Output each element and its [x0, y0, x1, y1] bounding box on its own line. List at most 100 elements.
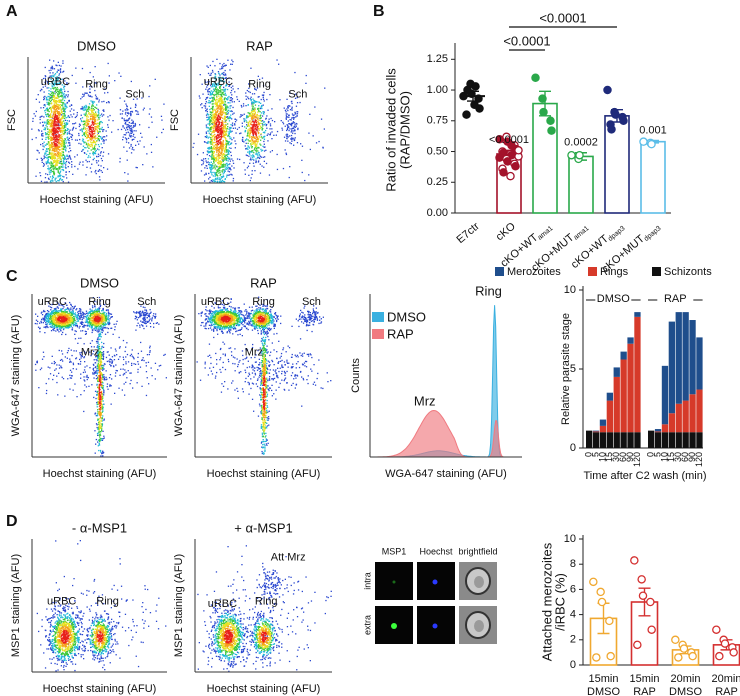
- event-dot: [55, 330, 57, 332]
- event-dot: [50, 171, 52, 174]
- event-dot: [222, 147, 224, 149]
- plot-title: RAP: [246, 38, 273, 53]
- event-dot: [297, 128, 299, 131]
- event-dot: [56, 76, 58, 78]
- event-dot: [232, 88, 234, 90]
- event-dot: [210, 90, 212, 92]
- event-dot: [70, 377, 73, 379]
- event-dot: [283, 136, 286, 138]
- event-dot: [248, 132, 250, 134]
- event-dot: [218, 142, 220, 144]
- event-dot: [94, 171, 96, 173]
- event-dot: [52, 95, 54, 97]
- event-dot: [58, 82, 60, 84]
- event-dot: [94, 153, 97, 155]
- event-dot: [58, 175, 60, 177]
- event-dot: [52, 157, 54, 159]
- event-dot: [248, 128, 250, 130]
- event-dot: [215, 86, 217, 88]
- event-dot: [62, 328, 65, 331]
- event-dot: [106, 102, 108, 104]
- event-dot: [247, 112, 249, 114]
- event-dot: [228, 168, 230, 170]
- event-dot: [220, 111, 223, 113]
- event-dot: [283, 107, 285, 109]
- event-dot: [55, 121, 57, 123]
- event-dot: [64, 302, 66, 304]
- event-dot: [102, 327, 104, 329]
- event-dot: [59, 174, 61, 177]
- event-dot: [256, 157, 259, 159]
- event-dot: [154, 78, 156, 80]
- event-dot: [54, 119, 57, 121]
- event-dot: [95, 116, 97, 119]
- event-dot: [60, 101, 62, 103]
- event-dot: [46, 148, 48, 150]
- event-dot: [51, 127, 54, 129]
- event-dot: [210, 114, 213, 116]
- event-dot: [61, 96, 63, 98]
- event-dot: [212, 98, 214, 100]
- event-dot: [89, 152, 91, 155]
- event-dot: [212, 150, 214, 152]
- event-dot: [232, 85, 234, 87]
- event-dot: [263, 146, 265, 148]
- event-dot: [129, 112, 131, 114]
- event-dot: [47, 137, 49, 139]
- event-dot: [56, 155, 58, 157]
- event-dot: [60, 179, 63, 181]
- event-dot: [89, 109, 91, 111]
- event-dot: [46, 157, 48, 159]
- event-dot: [220, 109, 222, 111]
- event-dot: [222, 67, 224, 69]
- event-dot: [46, 312, 48, 315]
- event-dot: [56, 117, 58, 119]
- event-dot: [68, 120, 70, 122]
- event-dot: [96, 401, 98, 404]
- event-dot: [258, 135, 260, 137]
- event-dot: [103, 374, 105, 376]
- event-dot: [214, 171, 216, 174]
- event-dot: [224, 149, 226, 151]
- event-dot: [211, 117, 214, 119]
- event-dot: [41, 83, 43, 85]
- event-dot: [205, 124, 207, 126]
- event-dot: [56, 141, 59, 144]
- event-dot: [245, 127, 247, 129]
- event-dot: [215, 103, 217, 105]
- event-dot: [257, 150, 259, 152]
- event-dot: [225, 145, 227, 147]
- event-dot: [260, 120, 263, 122]
- event-dot: [214, 94, 216, 96]
- event-dot: [92, 152, 94, 154]
- event-dot: [207, 119, 209, 121]
- event-dot: [258, 119, 260, 121]
- event-dot: [294, 112, 296, 114]
- event-dot: [290, 143, 292, 145]
- event-dot: [62, 103, 64, 105]
- event-dot: [45, 121, 47, 123]
- event-dot: [210, 169, 212, 171]
- event-dot: [55, 88, 57, 90]
- event-dot: [233, 101, 235, 103]
- event-dot: [222, 157, 224, 159]
- event-dot: [220, 177, 222, 180]
- event-dot: [215, 143, 217, 145]
- event-dot: [154, 317, 156, 319]
- event-dot: [54, 166, 57, 168]
- event-dot: [116, 320, 118, 322]
- event-dot: [139, 366, 142, 368]
- event-dot: [293, 125, 295, 127]
- event-dot: [257, 131, 259, 133]
- event-dot: [56, 105, 58, 108]
- event-dot: [264, 156, 266, 158]
- event-dot: [41, 311, 43, 313]
- event-dot: [122, 139, 124, 141]
- event-dot: [58, 128, 61, 130]
- event-dot: [263, 124, 265, 126]
- event-dot: [249, 133, 251, 136]
- event-dot: [63, 88, 65, 90]
- event-dot: [78, 308, 81, 310]
- event-dot: [46, 97, 48, 99]
